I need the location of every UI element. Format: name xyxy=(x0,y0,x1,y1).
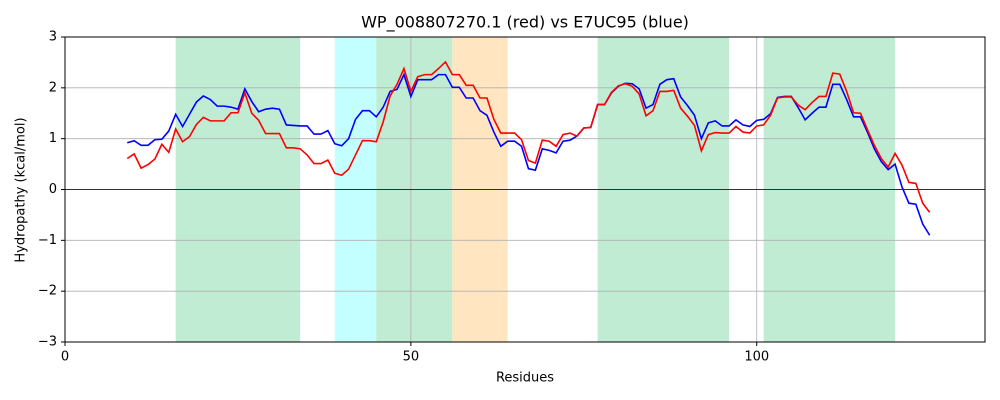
series-line xyxy=(126,60,931,213)
x-tick-label: 100 xyxy=(744,350,769,365)
plot-frame xyxy=(64,36,986,343)
series-line xyxy=(127,72,931,236)
y-axis-label: Hydropathy (kcal/mol) xyxy=(14,117,29,262)
y-tick-label: −1 xyxy=(38,233,57,248)
chart-title: WP_008807270.1 (red) vs E7UC95 (blue) xyxy=(361,13,689,33)
y-tick-label: −2 xyxy=(38,284,57,299)
x-tick-label: 50 xyxy=(403,350,420,365)
y-tick-label: 3 xyxy=(49,30,57,45)
x-axis-label: Residues xyxy=(496,371,554,386)
x-tick-label: 0 xyxy=(61,350,69,365)
y-tick-label: −3 xyxy=(38,335,57,350)
y-tick-label: 2 xyxy=(49,80,57,95)
y-tick-label: 0 xyxy=(49,182,57,197)
y-tick-label: 1 xyxy=(49,131,57,146)
